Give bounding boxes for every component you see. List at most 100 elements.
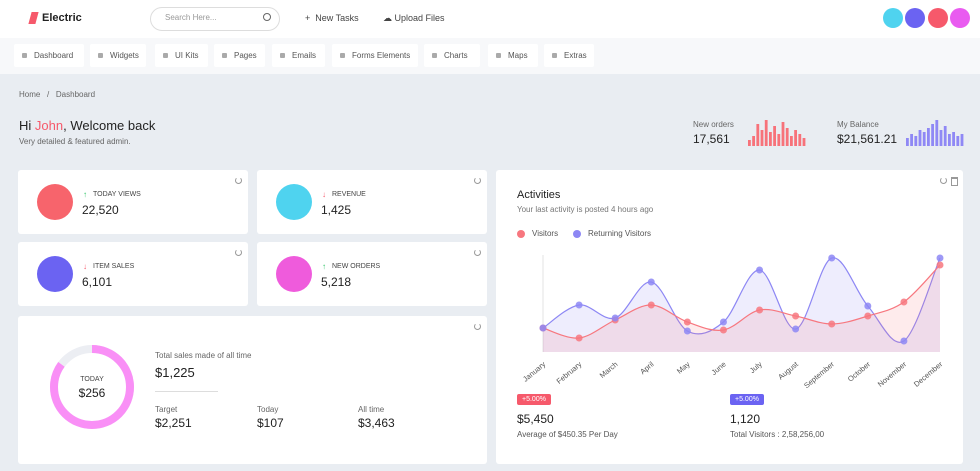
card-label: ITEM SALES	[93, 263, 135, 270]
summary-value: 17,561	[693, 132, 730, 146]
legend-dot	[517, 230, 525, 238]
activities-title: Activities	[517, 189, 561, 201]
refresh-icon[interactable]	[235, 249, 242, 256]
activity-value: $5,450	[517, 412, 554, 426]
nav-item[interactable]: Extras	[544, 44, 594, 67]
spark-bar	[914, 136, 918, 146]
spark-bar	[760, 130, 764, 146]
nav-item[interactable]: Pages	[214, 44, 265, 67]
sales-stat-value: $2,251	[155, 416, 192, 430]
trend-arrow: ↑	[322, 262, 326, 271]
trend-arrow: ↑	[83, 190, 87, 199]
data-point	[792, 325, 800, 333]
sales-stat-label: All time	[358, 405, 385, 414]
sparkline	[906, 120, 964, 146]
spark-bar	[756, 124, 760, 146]
data-point	[683, 318, 691, 326]
greeting-subtitle: Very detailed & featured admin.	[19, 137, 131, 146]
card-value: 22,520	[82, 203, 119, 217]
search-box[interactable]	[150, 7, 280, 31]
nav-item[interactable]: Maps	[488, 44, 538, 67]
spark-bar	[769, 132, 772, 146]
spark-bar	[960, 134, 964, 146]
nav-icon	[22, 53, 27, 58]
refresh-icon[interactable]	[474, 323, 481, 330]
nav-item[interactable]: Widgets	[90, 44, 146, 67]
data-point	[683, 327, 691, 335]
data-point	[936, 261, 944, 269]
greeting: Hi John, Welcome back	[19, 118, 155, 133]
ring-label: TODAY	[80, 376, 104, 383]
data-point	[864, 312, 872, 320]
spark-bar	[785, 128, 789, 146]
user-name: John	[34, 118, 64, 133]
sales-card	[18, 316, 487, 464]
nav-item[interactable]: UI Kits	[155, 44, 208, 67]
nav-item[interactable]: Charts	[424, 44, 480, 67]
summary-label: New orders	[693, 120, 734, 129]
spark-bar	[922, 132, 926, 146]
series-area	[543, 257, 940, 352]
refresh-icon[interactable]	[474, 249, 481, 256]
spark-bar	[781, 122, 785, 146]
card-value: 6,101	[82, 275, 113, 289]
nav-label: Charts	[444, 51, 468, 60]
nav-label: Emails	[292, 51, 317, 60]
refresh-icon[interactable]	[940, 177, 947, 184]
crumb[interactable]: Home	[19, 90, 41, 99]
spark-bar	[906, 138, 909, 146]
badge: +5.00%	[517, 394, 551, 405]
x-tick-label: November	[876, 359, 909, 388]
spark-bar	[777, 134, 781, 146]
activity-caption: Average of $450.35 Per Day	[517, 430, 618, 439]
spark-bar	[948, 134, 951, 146]
x-tick-label: March	[598, 360, 620, 380]
spark-bar	[956, 136, 960, 146]
spark-bar	[794, 130, 797, 146]
delete-icon[interactable]	[951, 177, 958, 186]
header-icon[interactable]	[928, 8, 948, 28]
nav-label: Extras	[564, 51, 587, 60]
breadcrumb: Home / Dashboard	[19, 90, 96, 99]
card-label: REVENUE	[332, 191, 366, 198]
card-value: 5,218	[321, 275, 352, 289]
action-upload[interactable]: ☁ Upload Files	[383, 13, 445, 23]
card-icon	[276, 184, 312, 220]
nav-item[interactable]: Forms Elements	[332, 44, 418, 67]
card-label: TODAY VIEWS	[93, 191, 141, 198]
header-icon[interactable]	[950, 8, 970, 28]
nav-item[interactable]: Dashboard	[14, 44, 84, 67]
data-point	[611, 314, 619, 322]
spark-bar	[918, 130, 922, 146]
data-point	[647, 301, 655, 309]
activity-chart: January February March April May June July Augu…	[521, 254, 945, 390]
refresh-icon[interactable]	[235, 177, 242, 184]
x-tick-label: September	[802, 359, 836, 390]
x-tick-label: May	[675, 359, 692, 375]
nav-item[interactable]: Emails	[272, 44, 325, 67]
data-point	[575, 334, 583, 342]
header-icon[interactable]	[905, 8, 925, 28]
nav-icon	[496, 53, 501, 58]
card-label: NEW ORDERS	[332, 263, 381, 270]
spark-bar	[790, 136, 793, 146]
spark-bar	[943, 126, 947, 146]
nav-icon	[340, 53, 345, 58]
x-tick-label: July	[748, 359, 764, 375]
activity-caption: Total Visitors : 2,58,256,00	[730, 430, 825, 439]
refresh-icon[interactable]	[474, 177, 481, 184]
action-new-tasks[interactable]: + New Tasks	[305, 13, 359, 23]
card-icon	[276, 256, 312, 292]
nav-icon	[98, 53, 103, 58]
search-placeholder: Search Here...	[165, 13, 217, 22]
data-point	[828, 254, 836, 262]
data-point	[900, 298, 908, 306]
spark-bar	[802, 138, 806, 146]
spark-bar	[752, 136, 755, 146]
x-tick-label: June	[709, 360, 727, 377]
summary-label: My Balance	[837, 120, 879, 129]
data-point	[575, 301, 583, 309]
header-icon[interactable]	[883, 8, 903, 28]
nav-label: UI Kits	[175, 51, 199, 60]
nav-label: Dashboard	[34, 51, 74, 60]
